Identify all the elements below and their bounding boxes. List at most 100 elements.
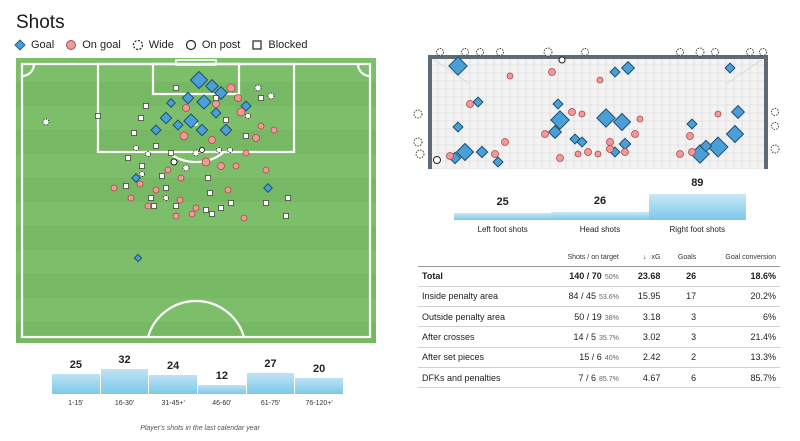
goal-shot-marker[interactable] <box>730 104 746 120</box>
goal-shot-marker[interactable] <box>219 123 233 137</box>
blocked-shot-marker[interactable] <box>173 203 179 209</box>
wide-shot-marker[interactable] <box>771 108 779 116</box>
on-goal-shot-marker[interactable] <box>606 138 614 146</box>
time-bar[interactable]: 27 61-75' <box>246 358 295 407</box>
on-goal-shot-marker[interactable] <box>568 108 576 116</box>
wide-shot-marker[interactable] <box>413 109 423 119</box>
on-goal-shot-marker[interactable] <box>208 136 216 144</box>
wide-shot-marker[interactable] <box>267 92 275 100</box>
on-goal-shot-marker[interactable] <box>574 150 582 158</box>
wide-shot-marker[interactable] <box>476 48 484 56</box>
goal-shot-marker[interactable] <box>618 137 632 151</box>
blocked-shot-marker[interactable] <box>285 195 291 201</box>
on-goal-shot-marker[interactable] <box>182 104 190 112</box>
goal-shot-marker[interactable] <box>576 136 588 148</box>
goal-shot-marker[interactable] <box>196 94 212 110</box>
wide-shot-marker[interactable] <box>770 144 780 154</box>
on-goal-shot-marker[interactable] <box>201 157 211 167</box>
goal-shot-marker[interactable] <box>448 56 468 76</box>
on-goal-shot-marker[interactable] <box>152 186 160 194</box>
wide-shot-marker[interactable] <box>581 48 589 56</box>
blocked-shot-marker[interactable] <box>139 163 145 169</box>
on-goal-shot-marker[interactable] <box>172 212 180 220</box>
col-header-goals[interactable]: Goals <box>677 254 697 262</box>
goal-shot-marker[interactable] <box>181 91 195 105</box>
on-goal-shot-marker[interactable] <box>257 122 265 130</box>
blocked-shot-marker[interactable] <box>138 115 144 121</box>
blocked-shot-marker[interactable] <box>283 213 289 219</box>
goal-shot-marker[interactable] <box>150 124 162 136</box>
on-goal-shot-marker[interactable] <box>242 149 250 157</box>
goal-shot-marker[interactable] <box>183 113 199 129</box>
blocked-shot-marker[interactable] <box>143 103 149 109</box>
on-goal-shot-marker[interactable] <box>688 148 696 156</box>
blocked-shot-marker[interactable] <box>218 205 224 211</box>
goal-shot-marker[interactable] <box>707 136 729 158</box>
goal-shot-marker[interactable] <box>547 124 563 140</box>
wide-shot-marker[interactable] <box>139 171 145 177</box>
body-part-bar[interactable]: 26 Head shots <box>551 195 649 234</box>
col-header-xg[interactable]: ↓ xG <box>642 254 661 262</box>
time-bar[interactable]: 12 46-60' <box>198 370 246 407</box>
on-goal-shot-marker[interactable] <box>686 132 694 140</box>
on-goal-shot-marker[interactable] <box>177 174 185 182</box>
on-goal-shot-marker[interactable] <box>676 150 684 158</box>
wide-shot-marker[interactable] <box>711 48 719 56</box>
wide-shot-marker[interactable] <box>227 147 233 153</box>
blocked-shot-marker[interactable] <box>95 113 101 119</box>
wide-shot-marker[interactable] <box>461 48 469 56</box>
legend-on-goal[interactable]: On goal <box>65 39 121 51</box>
on-goal-shot-marker[interactable] <box>226 83 236 93</box>
on-goal-shot-marker[interactable] <box>636 115 644 123</box>
blocked-shot-marker[interactable] <box>223 117 229 123</box>
on-goal-shot-marker[interactable] <box>631 130 639 138</box>
blocked-shot-marker[interactable] <box>213 95 219 101</box>
goal-shot-marker[interactable] <box>189 70 209 90</box>
on-goal-shot-marker[interactable] <box>144 202 152 210</box>
goal-shot-marker[interactable] <box>159 111 173 125</box>
body-part-bar[interactable]: 89 Right foot shots <box>648 177 746 234</box>
legend-on-post[interactable]: On post <box>185 39 240 51</box>
wide-shot-marker[interactable] <box>496 48 504 56</box>
on-goal-shot-marker[interactable] <box>594 150 602 158</box>
wide-shot-marker[interactable] <box>413 137 423 147</box>
goal-shot-marker[interactable] <box>472 96 484 108</box>
blocked-shot-marker[interactable] <box>263 200 269 206</box>
wide-shot-marker[interactable] <box>254 84 262 92</box>
on-goal-shot-marker[interactable] <box>110 184 118 192</box>
on-goal-shot-marker[interactable] <box>232 162 240 170</box>
goal-shot-marker[interactable] <box>166 98 176 108</box>
on-goal-shot-marker[interactable] <box>606 145 614 153</box>
wide-shot-marker[interactable] <box>746 48 754 56</box>
goal-shot-marker[interactable] <box>724 62 736 74</box>
legend-wide[interactable]: Wide <box>132 39 174 51</box>
wide-shot-marker[interactable] <box>415 149 425 159</box>
on-goal-shot-marker[interactable] <box>252 134 260 142</box>
blocked-shot-marker[interactable] <box>123 183 129 189</box>
goal-shot-marker[interactable] <box>475 145 489 159</box>
on-goal-shot-marker[interactable] <box>466 100 474 108</box>
blocked-shot-marker[interactable] <box>203 207 209 213</box>
on-goal-shot-marker[interactable] <box>176 196 184 204</box>
on-goal-shot-marker[interactable] <box>506 72 514 80</box>
blocked-shot-marker[interactable] <box>159 173 165 179</box>
on-post-shot-marker[interactable] <box>170 158 178 166</box>
on-goal-shot-marker[interactable] <box>501 138 509 146</box>
on-post-shot-marker[interactable] <box>199 147 205 153</box>
time-bar[interactable]: 32 16-30' <box>100 354 149 407</box>
blocked-shot-marker[interactable] <box>228 200 234 206</box>
wide-shot-marker[interactable] <box>133 145 139 151</box>
wide-shot-marker[interactable] <box>216 147 222 153</box>
goal-shot-marker[interactable] <box>455 142 475 162</box>
legend-goal[interactable]: Goal <box>14 39 54 51</box>
goal-shot-marker[interactable] <box>204 78 220 94</box>
on-goal-shot-marker[interactable] <box>212 100 220 108</box>
blocked-shot-marker[interactable] <box>153 143 159 149</box>
time-bar[interactable]: 24 31-45+' <box>149 360 197 407</box>
goal-shot-marker[interactable] <box>195 123 209 137</box>
blocked-shot-marker[interactable] <box>148 195 154 201</box>
on-goal-shot-marker[interactable] <box>548 68 556 76</box>
blocked-shot-marker[interactable] <box>243 133 249 139</box>
on-post-shot-marker[interactable] <box>558 56 566 64</box>
goal-shot-marker[interactable] <box>609 66 621 78</box>
